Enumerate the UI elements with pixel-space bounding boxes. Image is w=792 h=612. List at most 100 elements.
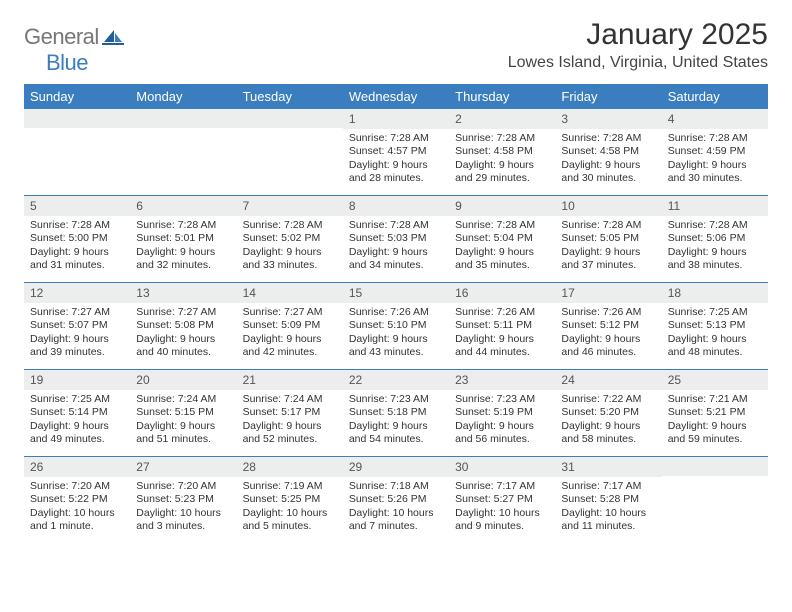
day-number: 6 <box>130 196 236 216</box>
weekday-header: Wednesday <box>343 84 449 109</box>
daylight-text: Daylight: 9 hours and 30 minutes. <box>561 159 655 186</box>
sunset-text: Sunset: 5:20 PM <box>561 406 655 419</box>
day-detail: Sunrise: 7:21 AMSunset: 5:21 PMDaylight:… <box>662 390 768 451</box>
daylight-text: Daylight: 9 hours and 38 minutes. <box>668 246 762 273</box>
day-number: 1 <box>343 109 449 129</box>
day-detail: Sunrise: 7:27 AMSunset: 5:08 PMDaylight:… <box>130 303 236 364</box>
day-number: 30 <box>449 457 555 477</box>
calendar-day-cell: 9Sunrise: 7:28 AMSunset: 5:04 PMDaylight… <box>449 196 555 282</box>
day-number: 11 <box>662 196 768 216</box>
sunset-text: Sunset: 5:19 PM <box>455 406 549 419</box>
day-detail: Sunrise: 7:27 AMSunset: 5:09 PMDaylight:… <box>237 303 343 364</box>
calendar-day-cell: 21Sunrise: 7:24 AMSunset: 5:17 PMDayligh… <box>237 370 343 456</box>
day-detail: Sunrise: 7:26 AMSunset: 5:12 PMDaylight:… <box>555 303 661 364</box>
day-number <box>130 109 236 128</box>
sunrise-text: Sunrise: 7:27 AM <box>136 306 230 319</box>
calendar-day-cell: 3Sunrise: 7:28 AMSunset: 4:58 PMDaylight… <box>555 109 661 195</box>
day-number: 27 <box>130 457 236 477</box>
daylight-text: Daylight: 9 hours and 56 minutes. <box>455 420 549 447</box>
day-number: 22 <box>343 370 449 390</box>
sunset-text: Sunset: 5:23 PM <box>136 493 230 506</box>
sunset-text: Sunset: 5:21 PM <box>668 406 762 419</box>
calendar-day-cell: 18Sunrise: 7:25 AMSunset: 5:13 PMDayligh… <box>662 283 768 369</box>
day-detail: Sunrise: 7:20 AMSunset: 5:22 PMDaylight:… <box>24 477 130 538</box>
day-number: 28 <box>237 457 343 477</box>
brand-logo: General Blue <box>24 18 124 76</box>
day-detail: Sunrise: 7:28 AMSunset: 5:03 PMDaylight:… <box>343 216 449 277</box>
daylight-text: Daylight: 10 hours and 11 minutes. <box>561 507 655 534</box>
day-detail: Sunrise: 7:28 AMSunset: 5:05 PMDaylight:… <box>555 216 661 277</box>
day-number: 18 <box>662 283 768 303</box>
sunrise-text: Sunrise: 7:28 AM <box>455 132 549 145</box>
calendar-day-cell: 14Sunrise: 7:27 AMSunset: 5:09 PMDayligh… <box>237 283 343 369</box>
calendar-day-cell: 29Sunrise: 7:18 AMSunset: 5:26 PMDayligh… <box>343 457 449 543</box>
calendar-week: 19Sunrise: 7:25 AMSunset: 5:14 PMDayligh… <box>24 370 768 457</box>
brand-part2: Blue <box>46 50 88 75</box>
daylight-text: Daylight: 9 hours and 35 minutes. <box>455 246 549 273</box>
daylight-text: Daylight: 9 hours and 44 minutes. <box>455 333 549 360</box>
day-detail: Sunrise: 7:28 AMSunset: 5:00 PMDaylight:… <box>24 216 130 277</box>
daylight-text: Daylight: 9 hours and 58 minutes. <box>561 420 655 447</box>
brand-text: General Blue <box>24 24 124 76</box>
daylight-text: Daylight: 9 hours and 43 minutes. <box>349 333 443 360</box>
daylight-text: Daylight: 9 hours and 52 minutes. <box>243 420 337 447</box>
sunrise-text: Sunrise: 7:17 AM <box>455 480 549 493</box>
sunset-text: Sunset: 5:12 PM <box>561 319 655 332</box>
sunset-text: Sunset: 4:58 PM <box>455 145 549 158</box>
sunrise-text: Sunrise: 7:26 AM <box>349 306 443 319</box>
calendar-day-cell: 26Sunrise: 7:20 AMSunset: 5:22 PMDayligh… <box>24 457 130 543</box>
day-number: 25 <box>662 370 768 390</box>
day-number <box>237 109 343 128</box>
day-number: 8 <box>343 196 449 216</box>
day-number: 14 <box>237 283 343 303</box>
sunset-text: Sunset: 5:08 PM <box>136 319 230 332</box>
page-title: January 2025 <box>508 18 768 52</box>
sunrise-text: Sunrise: 7:26 AM <box>455 306 549 319</box>
day-detail: Sunrise: 7:28 AMSunset: 4:58 PMDaylight:… <box>449 129 555 190</box>
sunrise-text: Sunrise: 7:20 AM <box>136 480 230 493</box>
calendar-day-cell: 20Sunrise: 7:24 AMSunset: 5:15 PMDayligh… <box>130 370 236 456</box>
title-block: January 2025 Lowes Island, Virginia, Uni… <box>508 18 768 72</box>
calendar-day-cell: 2Sunrise: 7:28 AMSunset: 4:58 PMDaylight… <box>449 109 555 195</box>
sunrise-text: Sunrise: 7:25 AM <box>668 306 762 319</box>
day-detail: Sunrise: 7:18 AMSunset: 5:26 PMDaylight:… <box>343 477 449 538</box>
calendar-day-cell: 31Sunrise: 7:17 AMSunset: 5:28 PMDayligh… <box>555 457 661 543</box>
calendar-week: 12Sunrise: 7:27 AMSunset: 5:07 PMDayligh… <box>24 283 768 370</box>
day-number: 16 <box>449 283 555 303</box>
sunrise-text: Sunrise: 7:28 AM <box>30 219 124 232</box>
daylight-text: Daylight: 9 hours and 29 minutes. <box>455 159 549 186</box>
calendar-day-cell: 19Sunrise: 7:25 AMSunset: 5:14 PMDayligh… <box>24 370 130 456</box>
sunset-text: Sunset: 5:25 PM <box>243 493 337 506</box>
sunset-text: Sunset: 5:10 PM <box>349 319 443 332</box>
day-detail: Sunrise: 7:28 AMSunset: 5:01 PMDaylight:… <box>130 216 236 277</box>
weekday-header: Monday <box>130 84 236 109</box>
calendar-day-cell <box>237 109 343 195</box>
calendar-day-cell: 28Sunrise: 7:19 AMSunset: 5:25 PMDayligh… <box>237 457 343 543</box>
sunrise-text: Sunrise: 7:24 AM <box>243 393 337 406</box>
daylight-text: Daylight: 9 hours and 42 minutes. <box>243 333 337 360</box>
sunset-text: Sunset: 5:01 PM <box>136 232 230 245</box>
calendar-day-cell <box>662 457 768 543</box>
sunrise-text: Sunrise: 7:28 AM <box>668 132 762 145</box>
calendar-week: 5Sunrise: 7:28 AMSunset: 5:00 PMDaylight… <box>24 196 768 283</box>
day-detail: Sunrise: 7:19 AMSunset: 5:25 PMDaylight:… <box>237 477 343 538</box>
daylight-text: Daylight: 9 hours and 46 minutes. <box>561 333 655 360</box>
day-detail: Sunrise: 7:24 AMSunset: 5:15 PMDaylight:… <box>130 390 236 451</box>
daylight-text: Daylight: 9 hours and 40 minutes. <box>136 333 230 360</box>
weekday-header-row: Sunday Monday Tuesday Wednesday Thursday… <box>24 84 768 109</box>
day-detail: Sunrise: 7:26 AMSunset: 5:11 PMDaylight:… <box>449 303 555 364</box>
day-number: 24 <box>555 370 661 390</box>
sunrise-text: Sunrise: 7:28 AM <box>668 219 762 232</box>
day-detail: Sunrise: 7:17 AMSunset: 5:28 PMDaylight:… <box>555 477 661 538</box>
daylight-text: Daylight: 10 hours and 3 minutes. <box>136 507 230 534</box>
sunrise-text: Sunrise: 7:18 AM <box>349 480 443 493</box>
weekday-header: Sunday <box>24 84 130 109</box>
sunrise-text: Sunrise: 7:20 AM <box>30 480 124 493</box>
day-number: 23 <box>449 370 555 390</box>
sunset-text: Sunset: 5:03 PM <box>349 232 443 245</box>
calendar-day-cell: 5Sunrise: 7:28 AMSunset: 5:00 PMDaylight… <box>24 196 130 282</box>
sunset-text: Sunset: 4:58 PM <box>561 145 655 158</box>
sunset-text: Sunset: 5:05 PM <box>561 232 655 245</box>
sunset-text: Sunset: 5:26 PM <box>349 493 443 506</box>
sunrise-text: Sunrise: 7:17 AM <box>561 480 655 493</box>
